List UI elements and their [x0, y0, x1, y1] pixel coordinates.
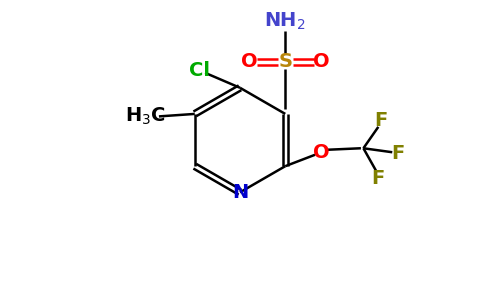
Text: F: F — [372, 169, 385, 188]
Text: O: O — [313, 143, 330, 162]
Text: F: F — [392, 144, 405, 163]
Text: NH$_2$: NH$_2$ — [264, 11, 306, 32]
Text: O: O — [313, 52, 330, 71]
Text: O: O — [241, 52, 258, 71]
Text: Cl: Cl — [189, 61, 210, 80]
Text: N: N — [232, 183, 248, 202]
Text: H$_3$C: H$_3$C — [124, 106, 166, 127]
Text: S: S — [278, 52, 292, 71]
Text: F: F — [374, 111, 388, 130]
